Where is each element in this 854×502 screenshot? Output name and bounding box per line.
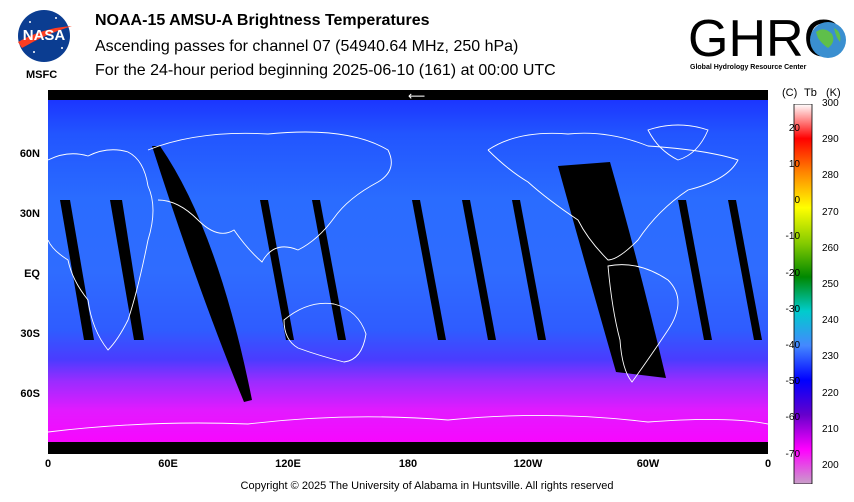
colorbar-celsius-tick: 0	[794, 195, 800, 207]
lon-label-60e: 60E	[158, 458, 178, 470]
lon-label-120w: 120W	[513, 458, 543, 470]
lat-label-30n: 30N	[19, 208, 40, 220]
subtitle-period: For the 24-hour period beginning 2025-06…	[95, 62, 556, 79]
colorbar-kelvin-tick: 250	[822, 278, 839, 290]
map-background	[48, 90, 768, 454]
colorbar-header-kelvin: (K)	[826, 87, 841, 99]
swath-gap	[412, 200, 446, 340]
colorbar-celsius-tick: -10	[785, 231, 800, 243]
lon-label-180: 180	[398, 458, 418, 470]
colorbar-celsius-tick: -60	[785, 412, 800, 424]
nasa-logo-text: NASA	[23, 27, 66, 44]
colorbar-celsius-tick: -20	[785, 267, 800, 279]
colorbar-celsius-tick: -40	[785, 339, 800, 351]
colorbar-kelvin-tick: 300	[822, 98, 839, 109]
coast-south-america	[607, 264, 679, 383]
page-title: NOAA-15 AMSU-A Brightness Temperatures	[95, 12, 430, 29]
colorbar-header-tb: Tb	[804, 87, 817, 99]
swath-gap	[462, 200, 496, 340]
lon-label-60w: 60W	[636, 458, 660, 470]
colorbar-celsius-tick: 10	[788, 158, 800, 170]
lon-label-0-west: 0	[44, 458, 52, 470]
lat-label-60s: 60S	[20, 388, 40, 400]
north-pole-band	[48, 90, 768, 100]
lon-label-0-east: 0	[764, 458, 772, 470]
swath-gap	[152, 146, 252, 402]
colorbar-kelvin-tick: 290	[822, 134, 839, 146]
subtitle-channel: Ascending passes for channel 07 (54940.6…	[95, 38, 519, 55]
brightness-temperature-map: ⟵	[48, 90, 768, 454]
coast-africa-europe	[48, 149, 154, 351]
lon-label-120e: 120E	[275, 458, 301, 470]
nasa-logo: NASA	[18, 10, 72, 62]
colorbar-celsius-tick: -30	[785, 303, 800, 315]
swath-gap	[260, 200, 294, 340]
colorbar-celsius-tick: 20	[788, 122, 800, 134]
coast-north-america	[487, 132, 739, 261]
colorbar-kelvin-tick: 200	[822, 459, 839, 471]
lat-label-eq: EQ	[24, 268, 40, 280]
colorbar-kelvin-tick: 240	[822, 315, 839, 327]
colorbar-kelvin-tick: 270	[822, 206, 839, 218]
swath-gap	[110, 200, 144, 340]
direction-arrow: ⟵	[408, 90, 425, 103]
swath-gap	[512, 200, 546, 340]
colorbar-celsius-tick: -50	[785, 376, 800, 388]
coast-antarctica	[48, 415, 768, 433]
coast-greenland	[647, 124, 709, 161]
copyright-notice: Copyright © 2025 The University of Alaba…	[240, 480, 614, 492]
ghrc-logo: GHRC	[688, 10, 846, 68]
swath-gap	[558, 162, 666, 378]
colorbar-kelvin-tick: 280	[822, 170, 839, 182]
lat-label-30s: 30S	[20, 328, 40, 340]
colorbar-kelvin-tick: 260	[822, 242, 839, 254]
colorbar-header-celsius: (C)	[782, 87, 798, 99]
ghrc-subtitle: Global Hydrology Resource Center	[690, 64, 807, 71]
swath-gap	[728, 200, 762, 340]
coast-australia	[283, 302, 367, 363]
colorbar-kelvin-tick: 230	[822, 351, 839, 363]
coast-asia	[147, 131, 392, 263]
msfc-label: MSFC	[26, 69, 58, 81]
coastlines	[48, 124, 768, 433]
swath-gap	[60, 200, 94, 340]
temperature-colorbar	[793, 104, 813, 484]
colorbar-kelvin-tick: 220	[822, 387, 839, 399]
colorbar-celsius-tick: -70	[785, 448, 800, 460]
swath-gap	[678, 200, 712, 340]
colorbar-fill	[793, 104, 813, 484]
colorbar-kelvin-tick: 210	[822, 423, 839, 435]
south-pole-band	[48, 442, 768, 454]
lat-label-60n: 60N	[19, 148, 40, 160]
